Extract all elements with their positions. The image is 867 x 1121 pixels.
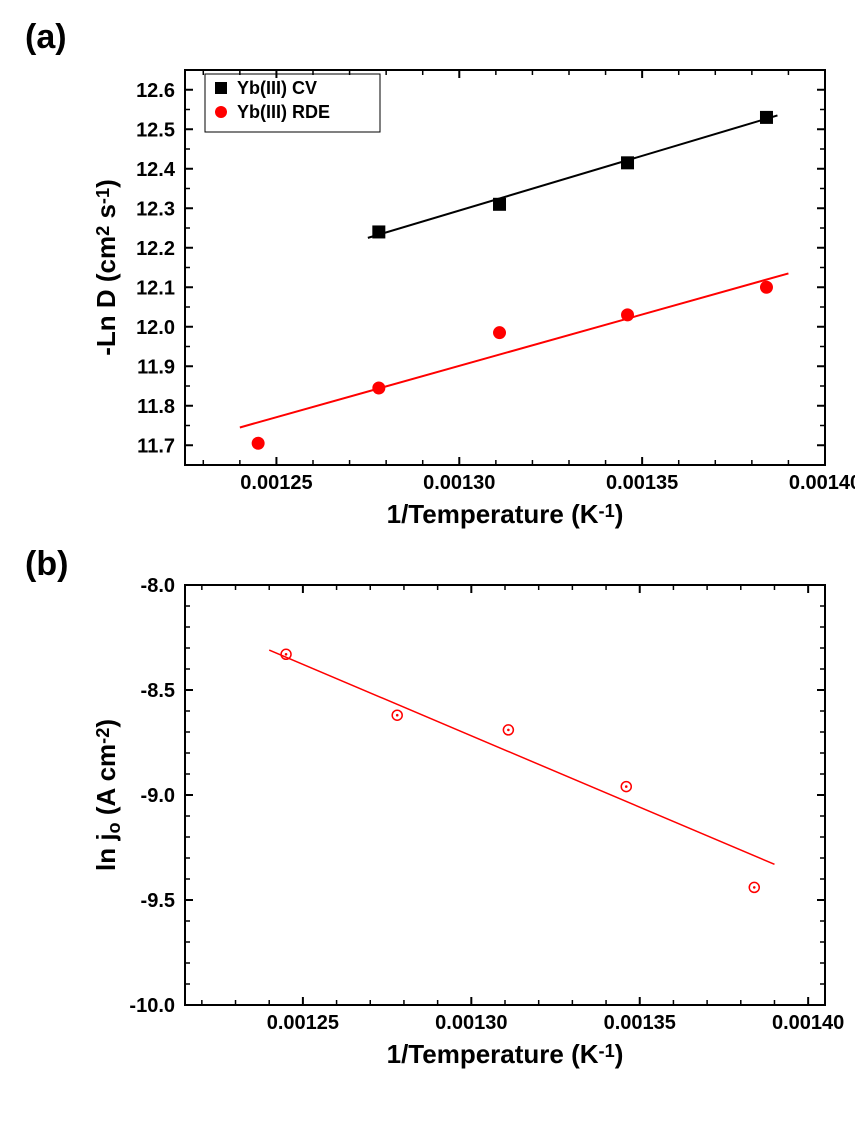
svg-text:Yb(III) RDE: Yb(III) RDE [237,102,330,122]
svg-text:12.6: 12.6 [136,80,175,102]
panel-a-label: (a) [25,18,67,57]
svg-text:1/Temperature (K-1): 1/Temperature (K-1) [387,1039,624,1069]
svg-text:11.8: 11.8 [137,396,175,418]
svg-text:11.7: 11.7 [137,435,175,457]
chart-b: 0.00125 0.00130 0.00135 0.00140 -10.0 -9.5 -9.… [75,565,855,1095]
svg-text:-9.0: -9.0 [141,785,175,807]
svg-text:0.00140: 0.00140 [772,1012,844,1034]
svg-text:0.00140: 0.00140 [789,472,855,494]
svg-text:12.5: 12.5 [136,119,175,141]
figure-container: (a) 0.00125 0.00130 0.00135 0.00140 11.7 11.8… [0,0,867,1121]
svg-text:12.0: 12.0 [136,317,175,339]
svg-text:1/Temperature (K-1): 1/Temperature (K-1) [387,499,624,529]
svg-text:Yb(III) CV: Yb(III) CV [237,78,317,98]
svg-text:12.2: 12.2 [136,238,175,260]
svg-text:0.00125: 0.00125 [240,472,312,494]
svg-text:0.00130: 0.00130 [435,1012,507,1034]
svg-text:12.4: 12.4 [136,159,176,181]
svg-text:0.00130: 0.00130 [423,472,495,494]
panel-b-label: (b) [25,545,68,584]
svg-text:0.00135: 0.00135 [606,472,678,494]
svg-text:-10.0: -10.0 [129,995,175,1017]
svg-text:-9.5: -9.5 [141,890,175,912]
chart-a: 0.00125 0.00130 0.00135 0.00140 11.7 11.8 11.9… [75,50,855,545]
svg-text:0.00125: 0.00125 [267,1012,339,1034]
svg-text:ln jo (A cm-2): ln jo (A cm-2) [91,719,124,871]
svg-text:12.3: 12.3 [136,198,175,220]
svg-text:-8.0: -8.0 [141,575,175,597]
svg-text:-8.5: -8.5 [141,680,175,702]
svg-text:0.00135: 0.00135 [604,1012,676,1034]
svg-text:12.1: 12.1 [136,277,175,299]
svg-text:-Ln D (cm2 s-1): -Ln D (cm2 s-1) [91,179,121,356]
svg-text:11.9: 11.9 [137,356,175,378]
